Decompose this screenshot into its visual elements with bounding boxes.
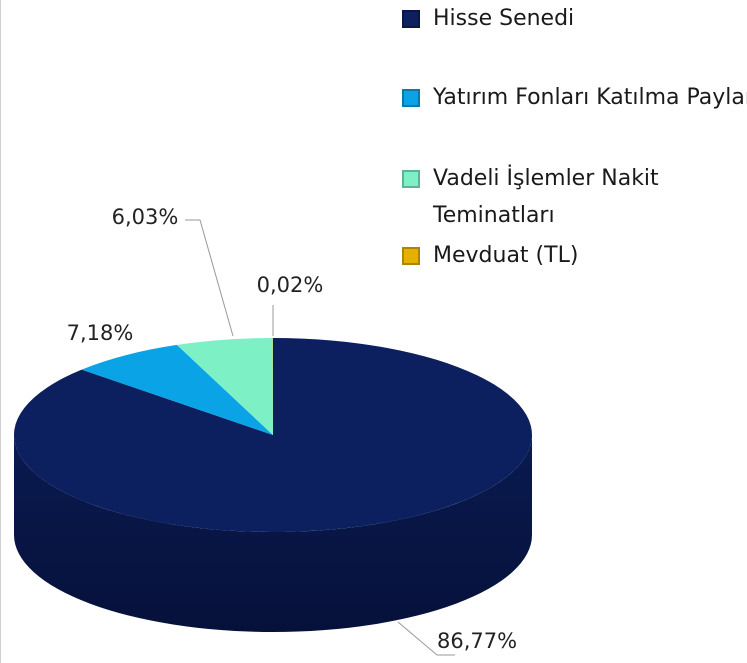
- legend-item: Yatırım Fonları Katılma Payları: [402, 79, 747, 116]
- slice: [81, 344, 273, 435]
- legend-swatch: [402, 247, 420, 265]
- slice: [176, 338, 273, 435]
- legend-swatch: [402, 170, 420, 188]
- leader-line: [185, 219, 234, 337]
- slice-side: [14, 435, 532, 632]
- data-label: 6,03%: [112, 205, 179, 229]
- legend-swatch: [402, 89, 420, 107]
- legend-swatch: [402, 10, 420, 28]
- legend-label: Vadeli İşlemler Nakit Teminatları: [433, 166, 659, 228]
- data-label: 7,18%: [67, 321, 134, 345]
- legend-label: Mevduat (TL): [433, 243, 579, 268]
- leader-line: [397, 621, 455, 656]
- legend-label: Yatırım Fonları Katılma Payları: [433, 85, 747, 110]
- legend-item: Vadeli İşlemler Nakit Teminatları: [402, 160, 747, 234]
- legend-item: Hisse Senedi: [402, 0, 747, 37]
- slice: [13, 338, 532, 532]
- data-label: 86,77%: [437, 629, 517, 653]
- legend-item: Mevduat (TL): [402, 237, 747, 274]
- legend-label: Hisse Senedi: [433, 6, 575, 31]
- data-label: 0,02%: [257, 273, 324, 297]
